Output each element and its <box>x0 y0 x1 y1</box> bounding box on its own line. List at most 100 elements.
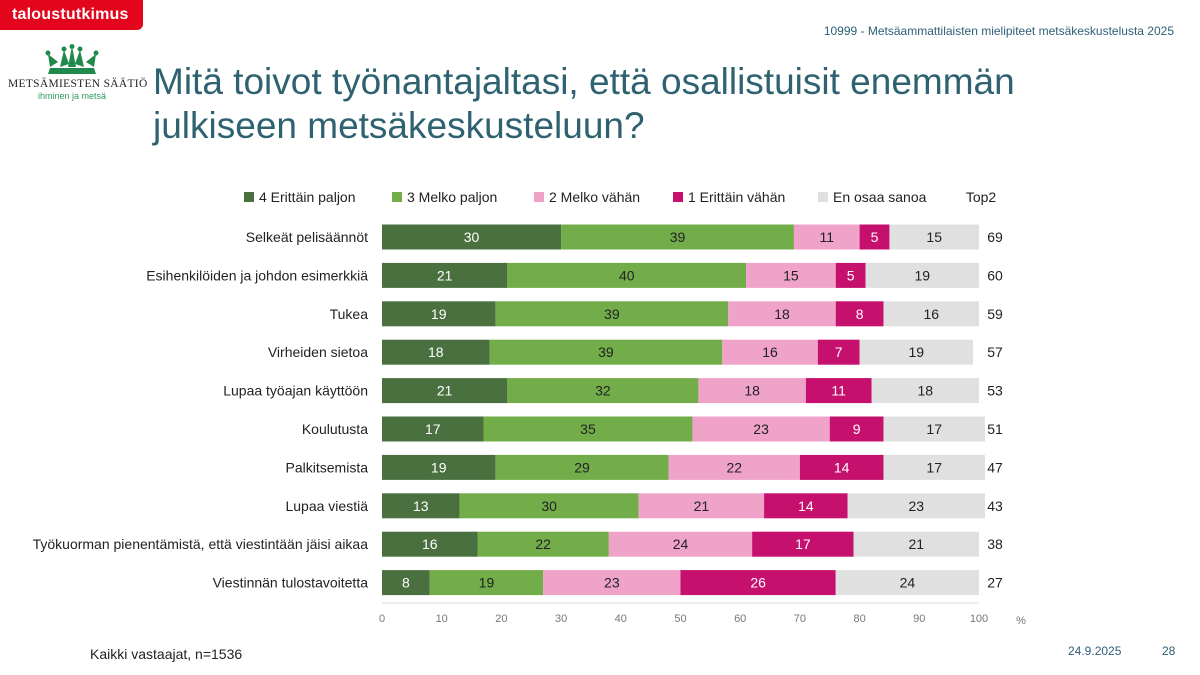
data-label: 19 <box>431 306 447 322</box>
top2-value: 59 <box>987 306 1003 322</box>
top2-value: 57 <box>987 344 1003 360</box>
bar-segment <box>835 570 979 596</box>
bar-segment <box>561 224 794 250</box>
bar-segment <box>459 493 639 519</box>
bar-segment <box>680 570 836 596</box>
data-label: 16 <box>422 536 438 552</box>
legend-label: 2 Melko vähän <box>549 189 640 205</box>
bar-segment <box>889 224 979 250</box>
data-label: 15 <box>926 229 942 245</box>
bar-segment <box>817 339 860 365</box>
data-label: 18 <box>917 383 933 399</box>
legend-swatch <box>392 192 402 202</box>
x-tick-label: 0 <box>379 613 385 625</box>
bar-segment <box>805 378 872 404</box>
bar-segment <box>495 301 729 327</box>
data-label: 23 <box>753 421 769 437</box>
bar-segment <box>793 224 860 250</box>
data-label: 18 <box>744 383 760 399</box>
bar-segment <box>668 454 800 480</box>
legend-label: 4 Erittäin paljon <box>259 189 356 205</box>
data-label: 22 <box>726 459 742 475</box>
data-label: 17 <box>795 536 811 552</box>
data-label: 5 <box>871 229 879 245</box>
data-label: 21 <box>437 267 453 283</box>
bar-segment <box>883 454 985 480</box>
data-label: 39 <box>604 306 620 322</box>
bar-segment <box>382 301 496 327</box>
bar-segment <box>382 224 562 250</box>
bar-segment <box>507 262 747 288</box>
bar-segment <box>477 531 609 557</box>
bar-segment <box>859 339 974 365</box>
data-label: 9 <box>853 421 861 437</box>
x-tick-label: 30 <box>555 613 567 625</box>
legend-swatch <box>673 192 683 202</box>
data-label: 18 <box>774 306 790 322</box>
x-tick-label: 10 <box>436 613 448 625</box>
report-date: 24.9.2025 <box>1068 644 1122 658</box>
top2-value: 27 <box>987 575 1003 591</box>
x-axis-unit: % <box>1016 615 1026 627</box>
x-tick-label: 100 <box>970 613 988 625</box>
bar-segment <box>495 454 669 480</box>
data-label: 17 <box>926 459 942 475</box>
data-label: 29 <box>574 459 590 475</box>
data-label: 19 <box>909 344 925 360</box>
bar-segment <box>764 493 848 519</box>
category-label: Palkitsemista <box>286 459 369 475</box>
data-label: 19 <box>914 267 930 283</box>
data-label: 11 <box>819 229 834 245</box>
legend-swatch <box>244 192 254 202</box>
data-label: 21 <box>694 498 710 514</box>
data-label: 24 <box>900 575 916 591</box>
x-tick-label: 50 <box>674 613 686 625</box>
category-label: Viestinnän tulostavoitetta <box>213 575 369 591</box>
data-label: 21 <box>437 383 453 399</box>
bar-segment <box>382 262 508 288</box>
data-label: 19 <box>431 459 447 475</box>
bar-segment <box>853 531 979 557</box>
bar-segment <box>692 416 830 442</box>
bar-segment <box>728 301 836 327</box>
bar-segment <box>799 454 884 480</box>
bar-segment <box>859 224 890 250</box>
legend-swatch <box>818 192 828 202</box>
bar-segment <box>865 262 979 288</box>
data-label: 8 <box>856 306 864 322</box>
category-label: Selkeät pelisäännöt <box>246 229 368 245</box>
data-label: 11 <box>831 383 846 399</box>
data-label: 21 <box>909 536 925 552</box>
bar-segment <box>883 416 985 442</box>
bar-segment <box>483 416 693 442</box>
data-label: 14 <box>798 498 814 514</box>
page-title: Mitä toivot työnantajaltasi, että osalli… <box>153 61 1015 146</box>
legend-label: 1 Erittäin vähän <box>688 189 785 205</box>
logo-tagline: ihminen ja metsä <box>37 91 107 101</box>
bar-segment <box>722 339 818 365</box>
category-label: Virheiden sietoa <box>268 344 368 360</box>
x-tick-label: 80 <box>853 613 865 625</box>
top2-value: 60 <box>987 267 1003 283</box>
top2-value: 43 <box>987 498 1003 514</box>
sample-note: Kaikki vastaajat, n=1536 <box>90 646 243 662</box>
bar-segment <box>752 531 854 557</box>
crown-icon <box>45 44 99 74</box>
data-label: 16 <box>923 306 939 322</box>
bar-segment <box>382 339 490 365</box>
data-label: 32 <box>595 383 611 399</box>
bar-segment <box>507 378 699 404</box>
top2-value: 69 <box>987 229 1003 245</box>
bar-segment <box>382 454 496 480</box>
bar-segment <box>382 570 430 596</box>
data-label: 22 <box>535 536 551 552</box>
bar-segment <box>871 378 979 404</box>
bar-segment <box>847 493 985 519</box>
legend-swatch <box>534 192 544 202</box>
category-label: Lupaa viestiä <box>285 498 368 514</box>
bar-segment <box>382 493 460 519</box>
top2-value: 47 <box>987 459 1003 475</box>
x-tick-label: 40 <box>615 613 627 625</box>
category-label: Työkuorman pienentämistä, että viestintä… <box>33 536 369 552</box>
legend-label: En osaa sanoa <box>833 189 927 205</box>
